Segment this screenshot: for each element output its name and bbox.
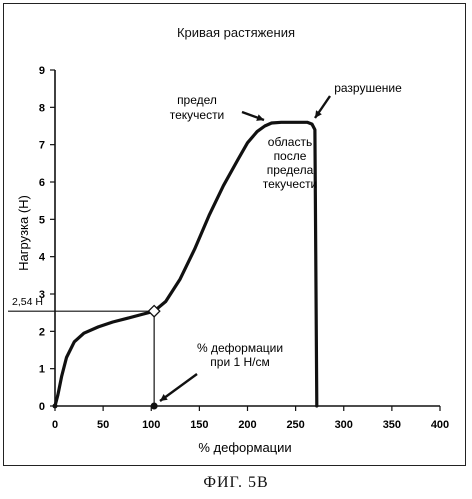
strain-label: при 1 Н/см [210, 355, 269, 369]
y-tick-label: 6 [39, 177, 45, 189]
load-value-label: 2,54 Н [12, 296, 43, 308]
y-tick-label: 4 [39, 252, 46, 264]
origin-marker [52, 403, 58, 409]
x-axis-label: % деформации [198, 440, 291, 455]
x-tick-label: 200 [238, 419, 256, 431]
post-yield-label: после [274, 149, 307, 163]
strain-label: % деформации [197, 341, 283, 355]
x-tick-label: 400 [431, 419, 449, 431]
x-tick-label: 300 [335, 419, 353, 431]
post-yield-label: предела [267, 163, 314, 177]
yield-arrow-head [256, 114, 264, 121]
failure-arrow-head [315, 110, 322, 118]
y-tick-label: 3 [39, 289, 45, 301]
x-tick-label: 250 [286, 419, 304, 431]
yield-label: предел [177, 93, 217, 107]
x-tick-label: 350 [383, 419, 401, 431]
y-tick-label: 7 [39, 140, 45, 152]
x-tick-label: 100 [142, 419, 160, 431]
tensile-curve-chart: 0 50 100 150 200 250 300 350 400 0 1 2 3 4 5 6 7 8 9 2,54 … [8, 65, 449, 455]
y-axis-label: Нагрузка (Н) [16, 195, 31, 271]
marker-layer: 2,54 Н [8, 296, 161, 410]
tensile-curve [53, 120, 319, 408]
failure-label: разрушение [334, 81, 402, 95]
x-tick-label: 50 [97, 419, 109, 431]
chart-frame [3, 3, 466, 466]
y-tick-label: 9 [39, 65, 45, 77]
post-yield-label: область [268, 135, 312, 149]
axis-ticks: 0 50 100 150 200 250 300 350 400 0 1 2 3 4 5 6 7 8 9 [39, 65, 449, 431]
annotations: пределтекучестиобластьпослепределатекуче… [159, 81, 402, 402]
y-tick-label: 5 [39, 214, 45, 226]
strain-point-marker [150, 402, 158, 410]
strain-arrow-head [160, 394, 168, 401]
strain-arrow [159, 373, 198, 402]
chart-title: Кривая растяжения [176, 25, 296, 40]
y-tick-label: 0 [39, 401, 45, 413]
post-yield-label: текучести [263, 177, 318, 191]
y-tick-label: 2 [39, 326, 45, 338]
yield-label: текучести [170, 108, 225, 122]
x-tick-label: 150 [190, 419, 208, 431]
y-tick-label: 1 [39, 364, 45, 376]
curve-layer [53, 120, 319, 408]
y-tick-label: 8 [39, 102, 45, 114]
yield-marker [147, 304, 161, 318]
figure-caption: ФИГ. 5В [203, 474, 269, 491]
x-tick-label: 0 [52, 419, 58, 431]
